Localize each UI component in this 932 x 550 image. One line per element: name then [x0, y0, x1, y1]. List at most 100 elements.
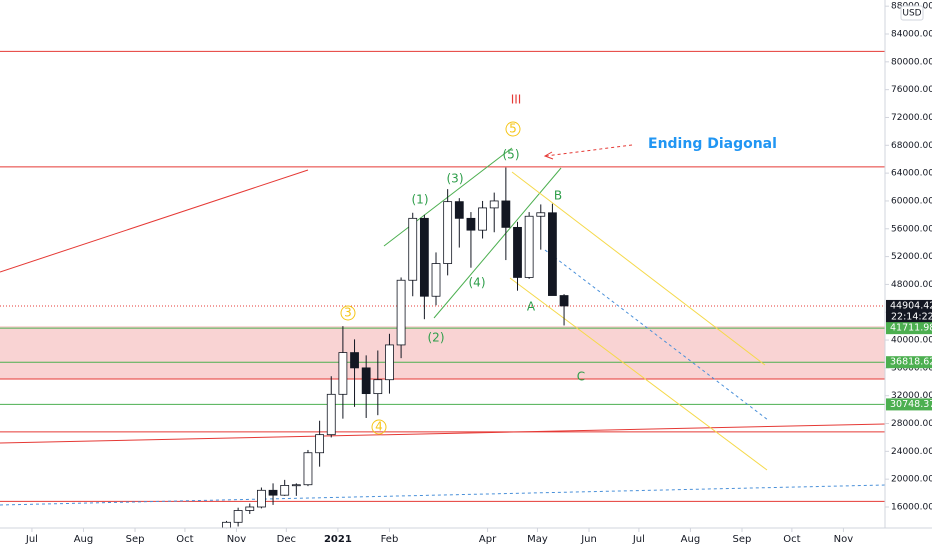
y-tick-label: 64000.00	[891, 169, 932, 179]
x-tick-label: Oct	[783, 534, 800, 545]
price-tag	[886, 398, 932, 411]
y-tick-label: 60000.00	[891, 196, 932, 206]
wave-label: 4	[375, 420, 383, 434]
x-tick-label: Jul	[632, 534, 645, 545]
x-tick-label: Sep	[126, 534, 145, 545]
candle-body	[338, 352, 348, 395]
wave-label: C	[577, 370, 585, 384]
candle-body	[443, 201, 453, 264]
price-tag	[886, 356, 932, 369]
x-tick-label: Apr	[479, 534, 497, 545]
y-tick-label: 56000.00	[891, 224, 932, 234]
candle-body	[431, 263, 441, 297]
x-tick-label: Jun	[580, 534, 597, 545]
price-line-label: 41711.98	[890, 323, 932, 334]
candle-body	[222, 521, 231, 529]
candle-body	[489, 200, 499, 209]
price-tag	[886, 299, 932, 324]
wave-label: (2)	[428, 331, 445, 345]
zone	[0, 326, 885, 380]
candle-body	[524, 215, 534, 278]
wave-label: (3)	[447, 172, 464, 186]
candle-body	[245, 506, 255, 511]
wave-label: (1)	[412, 193, 429, 207]
candle-body	[315, 434, 325, 454]
candle-body	[408, 217, 418, 281]
candle-body	[513, 226, 522, 278]
candle-body	[291, 484, 301, 487]
x-tick-label: Feb	[381, 534, 399, 545]
candle-body	[233, 510, 243, 523]
candle-body	[548, 212, 557, 296]
y-tick-label: 52000.00	[891, 252, 932, 262]
arrow	[545, 144, 633, 157]
price-line-label: 30748.37	[890, 399, 932, 410]
x-tick-label: May	[527, 534, 548, 545]
wave-circle	[371, 419, 387, 435]
candle-body	[350, 352, 359, 369]
wave-label: 5	[509, 122, 517, 136]
x-tick-label: Aug	[681, 534, 701, 545]
y-tick-label: 68000.00	[891, 141, 932, 151]
candle-body	[257, 489, 266, 508]
x-tick-label: Sep	[733, 534, 752, 545]
candle-body	[454, 201, 464, 219]
price-line-label: 36818.62	[890, 357, 932, 368]
x-tick-label: Dec	[277, 534, 296, 545]
candle-layer	[222, 167, 569, 529]
x-tick-label: Oct	[176, 534, 193, 545]
y-tick-label: 28000.00	[891, 419, 932, 429]
channel-line	[511, 171, 766, 366]
zone-layer	[0, 326, 885, 380]
level-layer	[0, 50, 885, 502]
wave-label: 3	[344, 306, 352, 320]
candle-body	[385, 344, 394, 381]
channel-line	[509, 277, 768, 471]
wave-label: (5)	[503, 148, 520, 162]
candle-body	[536, 212, 546, 217]
annotations: III 5 (5) Ending Diagonal (3) (1) B (4) …	[340, 93, 777, 435]
annotation-text: Ending Diagonal	[648, 136, 777, 152]
wave-circle	[505, 121, 521, 137]
y-tick-label: 76000.00	[891, 85, 932, 95]
candle-body	[396, 279, 406, 346]
candle-body	[326, 393, 336, 436]
candle-body	[478, 207, 487, 231]
trend-line	[0, 423, 886, 444]
wave-label: (4)	[469, 276, 486, 290]
y-tick-label: 20000.00	[891, 475, 932, 485]
currency: USD	[902, 9, 921, 19]
arrow-head	[543, 151, 554, 160]
candle-body	[373, 379, 383, 395]
wave-label: III	[511, 93, 522, 107]
candle-body	[419, 217, 429, 297]
candle-body	[501, 200, 511, 228]
countdown-label: 22:14:22	[891, 311, 932, 322]
y-tick-label: 16000.00	[891, 502, 932, 512]
candle-body	[303, 452, 313, 486]
x-tick-label: Aug	[74, 534, 94, 545]
trend-line	[544, 249, 769, 421]
y-tick-label: 80000.00	[891, 57, 932, 67]
y-tick-label: 48000.00	[891, 280, 932, 290]
candle-body	[280, 485, 290, 496]
currency-box	[900, 5, 924, 21]
candle-body	[361, 367, 371, 395]
x-tick-label: Nov	[834, 534, 854, 545]
axes-layer: 16000.00 20000.00 24000.00 28000.00 32000.00…	[25, 2, 932, 545]
y-tick-label: 84000.00	[891, 30, 932, 40]
last-price-label: 44904.42	[890, 300, 932, 311]
y-tick-label: 36000.00	[891, 363, 932, 373]
y-tick-label: 24000.00	[891, 447, 932, 457]
price-tag	[886, 322, 932, 335]
candle-body	[559, 295, 569, 307]
wave-circle	[340, 305, 356, 321]
x-tick-label: 2021	[324, 534, 352, 545]
trend-line	[0, 169, 309, 273]
candle-body	[268, 489, 278, 496]
y-tick-label: 72000.00	[891, 113, 932, 123]
candle-body	[466, 217, 476, 231]
x-tick-label: Jul	[25, 534, 38, 545]
